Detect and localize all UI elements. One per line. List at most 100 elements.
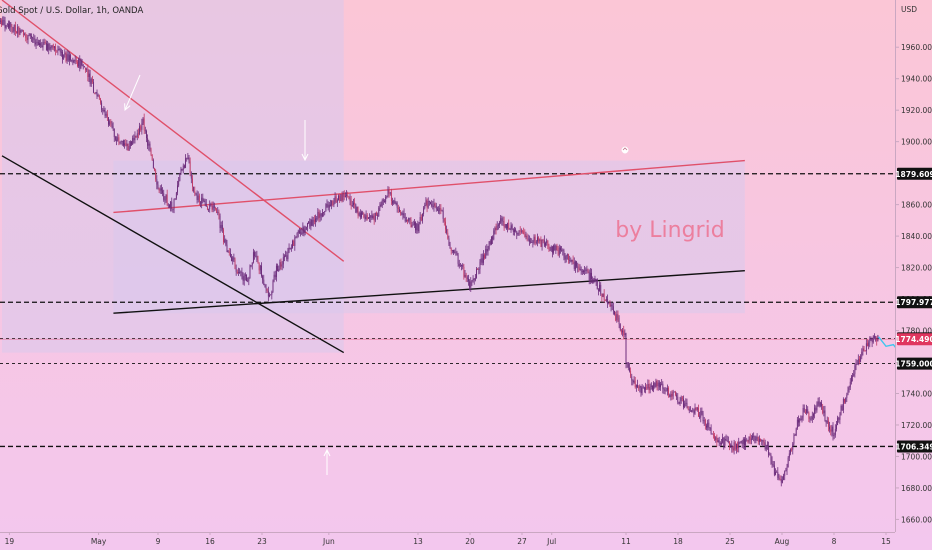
candle-body: [267, 290, 269, 297]
descending-upper-line[interactable]: [1, 0, 345, 262]
candle-body: [188, 157, 190, 162]
candle-body: [183, 165, 185, 168]
candle-body: [218, 211, 220, 216]
candle-body: [2, 20, 4, 25]
candle-body: [756, 436, 758, 440]
candle-body: [764, 442, 766, 450]
candle-body: [747, 440, 749, 442]
candle-body: [142, 118, 144, 124]
candle-body: [681, 397, 683, 399]
candle-body: [10, 22, 12, 27]
candle-body: [124, 143, 126, 146]
trend-lines[interactable]: [1, 0, 745, 354]
candle-body: [120, 140, 122, 142]
candle-body: [606, 299, 607, 301]
candle-body: [468, 278, 469, 282]
price-tick-label: 1680.000: [901, 484, 932, 493]
candle-body: [157, 184, 159, 189]
candle-body: [227, 251, 229, 253]
candle-body: [687, 406, 689, 409]
time-tick-label: 15: [881, 537, 891, 546]
candle-body: [66, 54, 68, 61]
candle-body: [770, 454, 772, 461]
candle-body: [219, 215, 221, 229]
candle-body: [376, 212, 377, 215]
candle-body: [362, 212, 364, 215]
candle-body: [587, 270, 589, 272]
time-tick-label: May: [91, 537, 107, 546]
candle-body: [131, 141, 132, 145]
candle-body: [650, 385, 652, 387]
candle-body: [511, 225, 513, 229]
candle-body: [727, 441, 729, 443]
candle-body: [292, 240, 293, 248]
candle-body: [731, 444, 733, 449]
time-axis[interactable]: 19May91623Jun132027Jul111825Aug8152229: [0, 532, 932, 546]
candle-body: [139, 126, 141, 134]
candle-body: [473, 278, 475, 281]
candle-body: [481, 258, 483, 263]
candle-body: [794, 435, 796, 436]
candle-body: [875, 337, 877, 339]
candle-body: [539, 239, 541, 242]
time-tick-label: 23: [257, 537, 267, 546]
candle-body: [361, 212, 362, 218]
candle-body: [517, 233, 519, 235]
candle-body: [272, 280, 274, 292]
candle-body: [806, 409, 808, 413]
candle-body: [474, 277, 476, 281]
candle-body: [167, 204, 169, 206]
candle-body: [441, 210, 443, 212]
candle-body: [580, 269, 582, 271]
candle-body: [394, 200, 396, 204]
candle-body: [285, 255, 287, 257]
candle-body: [656, 380, 658, 387]
candle-body: [842, 398, 844, 411]
candle-body: [384, 200, 385, 202]
candle-body: [788, 453, 790, 458]
candle-body: [180, 168, 182, 174]
candle-body: [385, 196, 387, 202]
candle-body: [195, 193, 197, 195]
candle-body: [809, 418, 811, 420]
candle-body: [65, 52, 67, 61]
plot-area[interactable]: [0, 0, 920, 487]
candle-body: [382, 200, 384, 202]
candle-body: [814, 407, 816, 414]
level-tag-0-label: 1879.609: [895, 170, 932, 179]
candle-body: [98, 95, 100, 99]
ascending-lower-line[interactable]: [113, 270, 745, 314]
candle-body: [496, 225, 498, 231]
candle-body: [208, 208, 210, 210]
candle-body: [823, 410, 825, 414]
candle-body: [844, 398, 845, 403]
watermark-text: by Lingrid: [615, 218, 724, 243]
candle-body: [231, 257, 233, 262]
candle-body: [576, 261, 578, 267]
candle-body: [310, 219, 312, 227]
candle-body: [332, 200, 334, 205]
candle-body: [367, 217, 369, 219]
candle-body: [101, 102, 103, 110]
candle-body: [453, 250, 454, 253]
descending-lower-line[interactable]: [1, 155, 345, 354]
candle-body: [772, 464, 774, 466]
candle-body: [620, 329, 622, 333]
ascending-upper-line[interactable]: [113, 159, 745, 214]
candle-body: [209, 205, 211, 209]
candle-body: [854, 365, 856, 374]
candle-body: [451, 250, 453, 251]
candle-body: [389, 192, 391, 194]
candle-body: [74, 59, 76, 61]
candle-body: [47, 44, 49, 51]
candle-body: [77, 61, 78, 67]
candle-body: [588, 271, 590, 281]
candle-body: [457, 254, 459, 264]
candle-body: [443, 218, 445, 222]
candle-body: [144, 130, 146, 132]
candle-body: [216, 208, 218, 213]
candle-body: [155, 170, 157, 180]
candle-body: [641, 387, 643, 394]
candle-body: [643, 387, 645, 390]
